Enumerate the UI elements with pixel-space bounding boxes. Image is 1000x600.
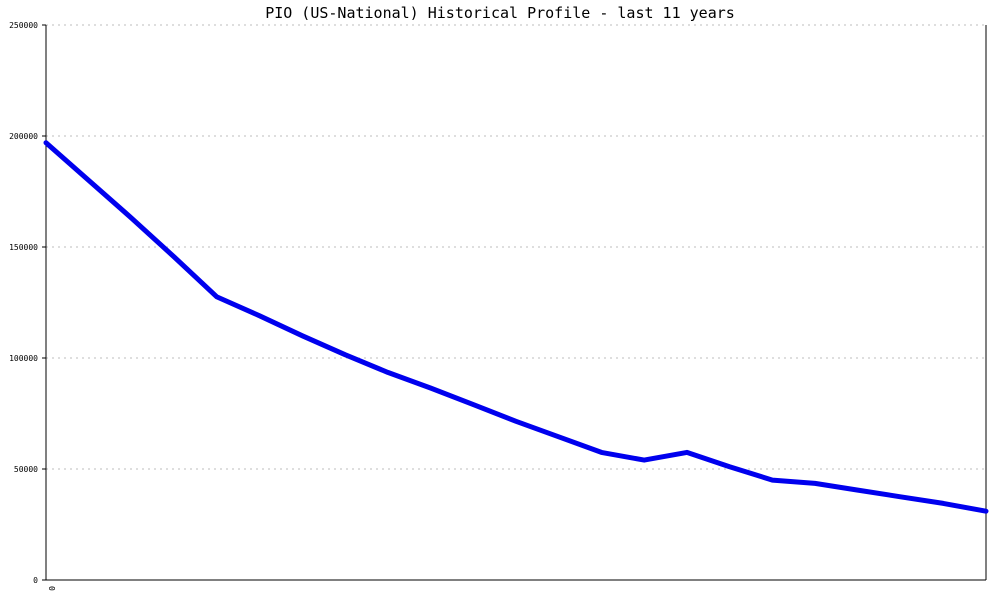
y-tick-label: 250000 [9,21,38,30]
y-tick-label: 0 [33,576,38,585]
x-tick-labels: 0 [47,586,56,591]
y-tick-labels: 0 50000 100000 150000 200000 250000 [9,21,46,585]
series-layer [43,140,989,514]
y-tick-label: 150000 [9,243,38,252]
y-tick-label: 50000 [14,465,38,474]
gridlines [46,24,986,470]
axes [45,25,987,581]
y-tick-label: 200000 [9,132,38,141]
series-line-0 [43,140,989,514]
y-tick-label: 100000 [9,354,38,363]
x-tick-label: 0 [47,586,56,591]
chart-title: PIO (US-National) Historical Profile - l… [265,4,735,22]
